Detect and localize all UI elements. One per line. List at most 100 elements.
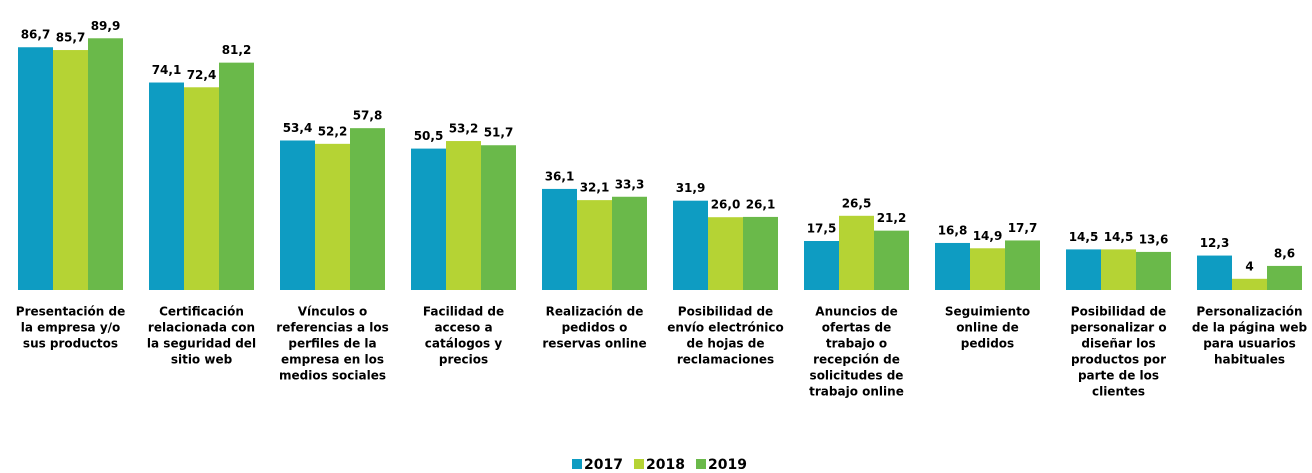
x-tick-label: reservas online bbox=[542, 337, 646, 351]
bar bbox=[743, 216, 778, 290]
bar bbox=[1005, 240, 1040, 290]
bar bbox=[542, 188, 577, 290]
bar bbox=[1101, 249, 1136, 290]
value-label: 53,2 bbox=[449, 122, 479, 136]
bar bbox=[481, 145, 516, 290]
bar bbox=[673, 200, 708, 290]
bar bbox=[315, 143, 350, 290]
x-tick-label: clientes bbox=[1092, 385, 1145, 399]
bar bbox=[184, 87, 219, 290]
value-label: 17,5 bbox=[807, 222, 837, 236]
x-tick-label: Realización de bbox=[546, 305, 644, 319]
x-tick-label: sus productos bbox=[23, 337, 118, 351]
bar bbox=[53, 50, 88, 290]
x-tick-label: productos por bbox=[1071, 353, 1166, 367]
value-label: 53,4 bbox=[283, 121, 313, 135]
x-tick-label: envío electrónico bbox=[667, 321, 783, 335]
x-tick-label: trabajo online bbox=[809, 385, 904, 399]
bar bbox=[935, 242, 970, 290]
bar bbox=[1136, 251, 1171, 290]
x-tick-label: perfiles de la bbox=[288, 337, 376, 351]
value-label: 21,2 bbox=[877, 211, 907, 225]
x-tick-label: reclamaciones bbox=[677, 353, 774, 367]
value-label: 81,2 bbox=[222, 43, 252, 57]
value-label: 89,9 bbox=[91, 19, 121, 33]
x-tick-label: Personalización bbox=[1196, 305, 1302, 319]
value-label: 14,5 bbox=[1069, 230, 1099, 244]
x-tick-label: catálogos y bbox=[425, 337, 503, 351]
x-tick-label: medios sociales bbox=[279, 369, 386, 383]
x-tick-label: relacionada con bbox=[148, 321, 255, 335]
legend-swatch bbox=[696, 459, 706, 469]
bar bbox=[839, 215, 874, 290]
value-label: 51,7 bbox=[484, 126, 514, 140]
x-tick-label: Presentación de bbox=[16, 305, 125, 319]
bar bbox=[708, 217, 743, 290]
x-tick-label: sitio web bbox=[171, 353, 233, 367]
bar bbox=[280, 140, 315, 290]
value-label: 8,6 bbox=[1274, 246, 1295, 260]
x-tick-label: de la página web bbox=[1192, 321, 1308, 335]
value-label: 85,7 bbox=[56, 31, 86, 45]
x-tick-label: pedidos bbox=[961, 337, 1014, 351]
value-label: 14,5 bbox=[1104, 230, 1134, 244]
x-tick-label: parte de los bbox=[1078, 369, 1159, 383]
x-tick-label: Facilidad de bbox=[423, 305, 504, 319]
bar bbox=[970, 248, 1005, 290]
x-tick-label: acceso a bbox=[434, 321, 492, 335]
x-tick-label: Vínculos o bbox=[298, 305, 368, 319]
value-label: 74,1 bbox=[152, 63, 182, 77]
bar bbox=[219, 62, 254, 290]
legend-label: 2019 bbox=[708, 457, 747, 473]
bar bbox=[1232, 278, 1267, 290]
bar bbox=[446, 141, 481, 290]
x-tick-label: online de bbox=[956, 321, 1019, 335]
value-label: 26,0 bbox=[711, 198, 741, 212]
value-label: 86,7 bbox=[21, 28, 51, 42]
value-label: 31,9 bbox=[676, 181, 706, 195]
x-tick-label: pedidos o bbox=[562, 321, 628, 335]
x-tick-label: recepción de bbox=[813, 353, 900, 367]
value-label: 17,7 bbox=[1008, 221, 1038, 235]
value-label: 52,2 bbox=[318, 124, 348, 138]
value-label: 33,3 bbox=[615, 177, 645, 191]
bar bbox=[804, 241, 839, 290]
x-tick-label: diseñar los bbox=[1081, 337, 1155, 351]
value-label: 32,1 bbox=[580, 181, 610, 195]
x-tick-label: precios bbox=[439, 353, 488, 367]
x-tick-label: habituales bbox=[1214, 353, 1285, 367]
legend-swatch bbox=[634, 459, 644, 469]
value-label: 4 bbox=[1245, 259, 1253, 273]
x-tick-label: ofertas de bbox=[822, 321, 891, 335]
value-label: 50,5 bbox=[414, 129, 444, 143]
x-tick-label: empresa en los bbox=[281, 353, 384, 367]
legend-label: 2018 bbox=[646, 457, 685, 473]
x-tick-label: de hojas de bbox=[687, 337, 765, 351]
bar bbox=[874, 230, 909, 290]
bar bbox=[149, 82, 184, 291]
value-label: 72,4 bbox=[187, 68, 217, 82]
x-tick-label: personalizar o bbox=[1070, 321, 1166, 335]
x-tick-label: Posibilidad de bbox=[678, 305, 773, 319]
value-label: 36,1 bbox=[545, 169, 575, 183]
bar bbox=[577, 200, 612, 290]
bar bbox=[1066, 249, 1101, 290]
legend-swatch bbox=[572, 459, 582, 469]
value-label: 14,9 bbox=[973, 229, 1003, 243]
x-tick-label: trabajo o bbox=[826, 337, 887, 351]
value-label: 26,5 bbox=[842, 196, 872, 210]
value-label: 13,6 bbox=[1139, 232, 1169, 246]
x-tick-label: Certificación bbox=[159, 305, 244, 319]
bar bbox=[18, 47, 53, 290]
bar bbox=[350, 128, 385, 290]
legend-label: 2017 bbox=[584, 457, 623, 473]
x-tick-label: la empresa y/o bbox=[21, 321, 121, 335]
x-tick-label: la seguridad del bbox=[147, 337, 256, 351]
x-tick-label: Posibilidad de bbox=[1071, 305, 1166, 319]
x-tick-label: Anuncios de bbox=[815, 305, 897, 319]
x-tick-label: Seguimiento bbox=[945, 305, 1030, 319]
value-label: 57,8 bbox=[353, 109, 383, 123]
value-label: 26,1 bbox=[746, 197, 776, 211]
bar bbox=[1197, 255, 1232, 290]
